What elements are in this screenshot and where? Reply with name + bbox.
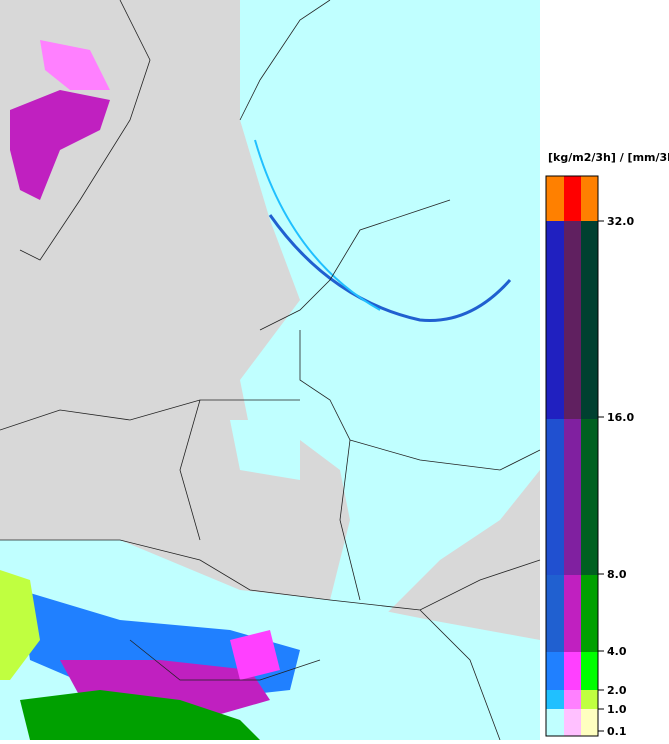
legend-swatch xyxy=(546,176,564,221)
legend-swatch xyxy=(581,690,598,709)
legend-level-label: 4.0 xyxy=(607,645,627,658)
precip-area xyxy=(230,630,280,680)
legend-swatch xyxy=(581,652,598,690)
precip-band xyxy=(268,214,512,322)
legend-swatch xyxy=(546,419,564,575)
legend-level-label: 16.0 xyxy=(607,411,634,424)
legend-swatch xyxy=(581,221,598,419)
legend-level-label: 8.0 xyxy=(607,568,627,581)
legend-swatch xyxy=(546,690,564,709)
legend-swatch xyxy=(564,221,581,419)
precip-area xyxy=(40,40,110,90)
precip-band xyxy=(254,139,381,311)
legend-swatch xyxy=(581,419,598,575)
legend-title: [kg/m2/3h] / [mm/3h] xyxy=(548,151,669,164)
legend-swatch xyxy=(564,652,581,690)
precip-area xyxy=(240,0,540,640)
legend-swatch xyxy=(564,419,581,575)
precip-area xyxy=(10,90,110,200)
legend-swatch xyxy=(546,221,564,419)
legend-swatch xyxy=(581,575,598,652)
legend-swatch xyxy=(546,575,564,652)
legend-level-label: 1.0 xyxy=(607,703,627,716)
legend-swatch xyxy=(564,575,581,652)
country-borders xyxy=(0,0,541,741)
legend-level-label: 2.0 xyxy=(607,684,627,697)
legend-swatch xyxy=(581,709,598,736)
legend-swatch xyxy=(564,709,581,736)
legend-level-label: 32.0 xyxy=(607,215,634,228)
precip-area xyxy=(0,570,40,680)
legend-swatch xyxy=(564,176,581,221)
precip-area xyxy=(20,690,260,740)
precip-area xyxy=(230,420,300,480)
legend-frame xyxy=(545,175,599,737)
map xyxy=(0,0,541,741)
legend-swatch xyxy=(564,690,581,709)
legend-swatch xyxy=(581,176,598,221)
legend: [kg/m2/3h] / [mm/3h] 0.1 1.0 2.0 4.0 8.0 16.0… xyxy=(545,151,669,738)
legend-level-label: 0.1 xyxy=(607,725,627,738)
legend-swatch xyxy=(546,709,564,736)
legend-swatch xyxy=(546,652,564,690)
